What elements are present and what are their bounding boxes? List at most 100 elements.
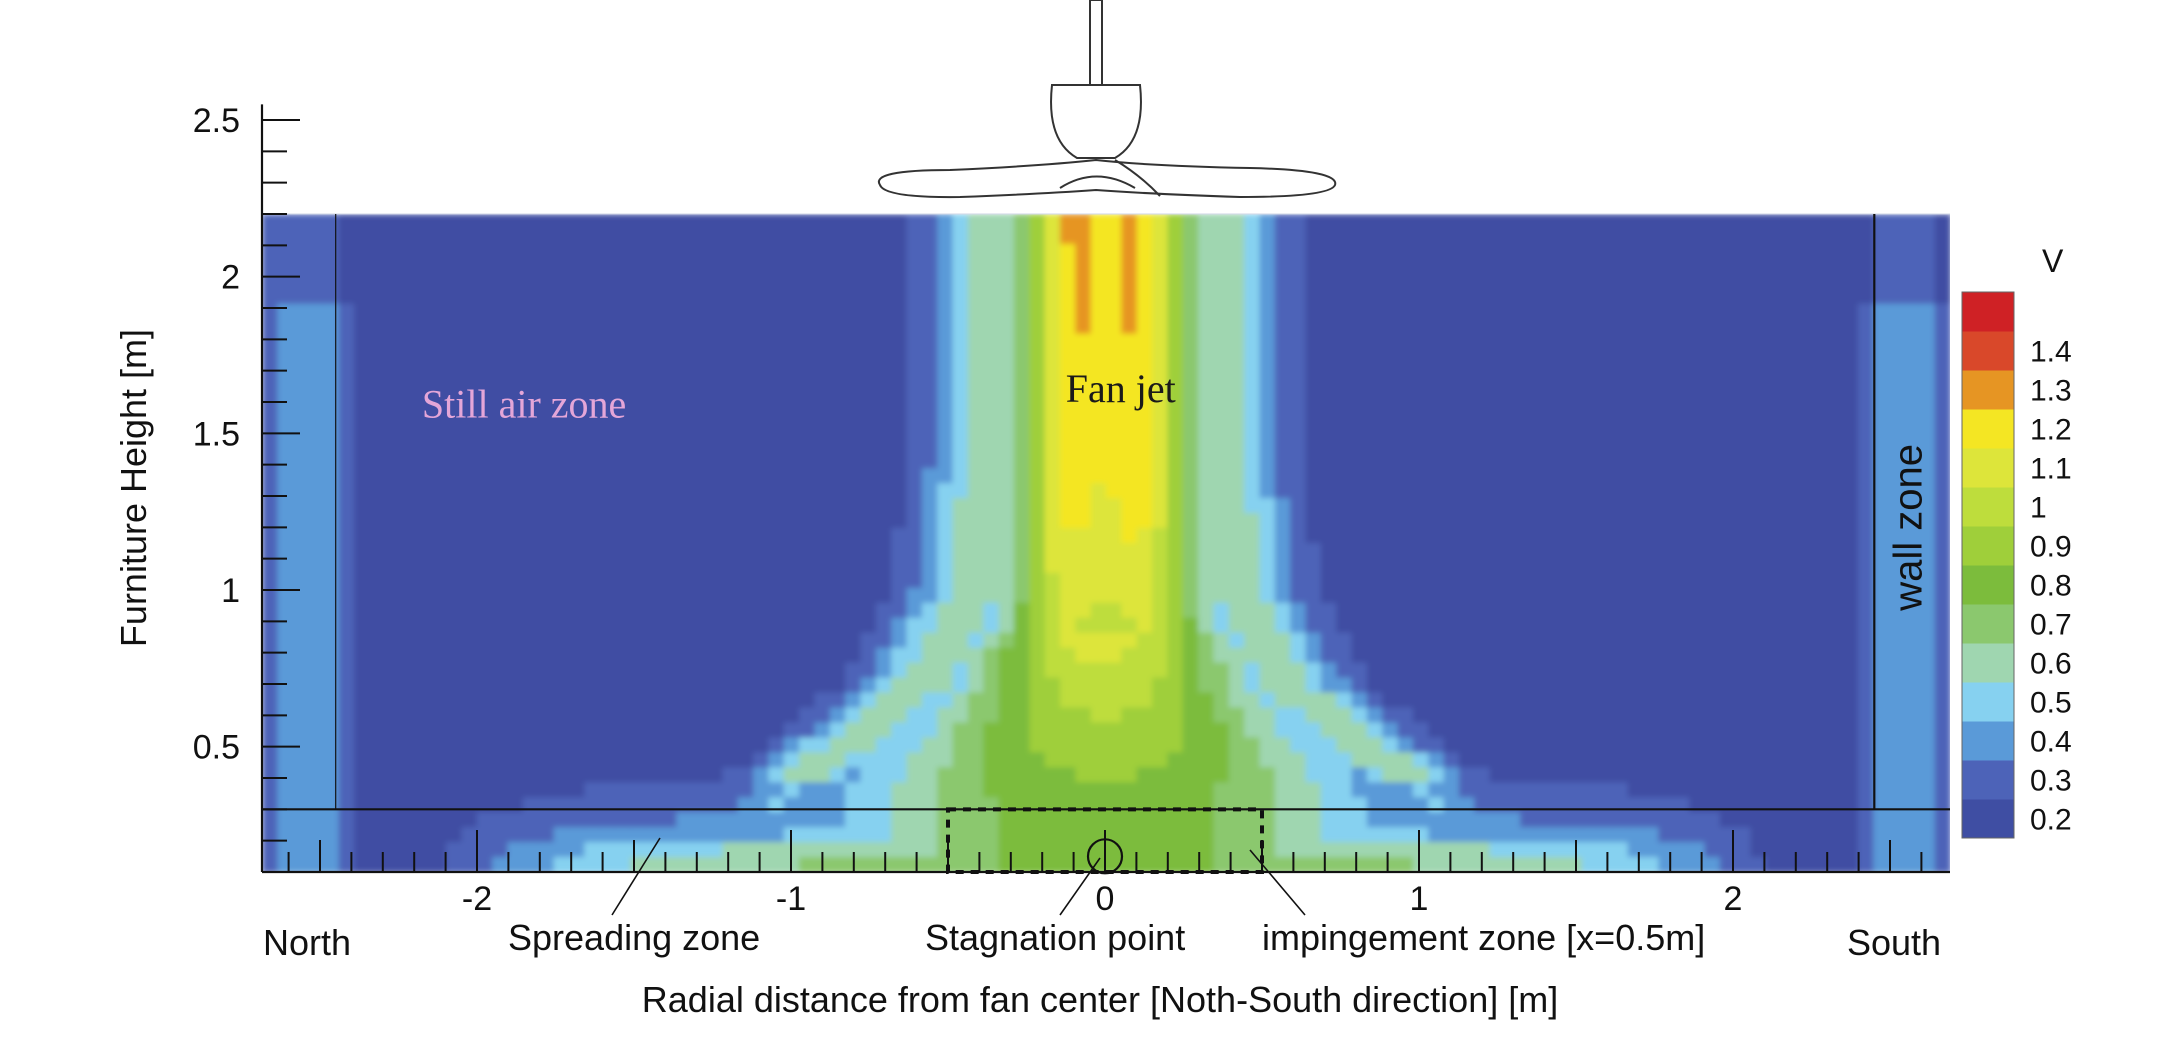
contour-cell [600, 438, 616, 454]
contour-cell [1260, 229, 1276, 245]
contour-cell [1674, 797, 1690, 813]
contour-cell [722, 678, 738, 694]
contour-cell [983, 244, 999, 260]
contour-cell [1428, 857, 1444, 873]
contour-cell [1674, 408, 1690, 424]
contour-cell [646, 797, 662, 813]
contour-cell [1398, 797, 1414, 813]
contour-cell [830, 498, 846, 514]
contour-cell [293, 842, 309, 858]
contour-cell [1720, 528, 1736, 544]
contour-cell [569, 723, 585, 739]
contour-cell [1812, 812, 1828, 828]
contour-cell [1428, 259, 1444, 275]
contour-cell [983, 812, 999, 828]
contour-cell [1352, 513, 1368, 529]
contour-cell [646, 633, 662, 649]
contour-cell [646, 438, 662, 454]
contour-cell [1766, 349, 1782, 365]
contour-cell [538, 483, 554, 499]
contour-cell [523, 558, 539, 574]
contour-cell [1612, 812, 1628, 828]
contour-cell [1520, 259, 1536, 275]
contour-cell [784, 708, 800, 724]
contour-cell [554, 334, 570, 350]
contour-cell [753, 289, 769, 305]
contour-cell [354, 633, 370, 649]
contour-cell [968, 319, 984, 335]
contour-cell [707, 274, 723, 290]
contour-cell [385, 229, 401, 245]
contour-cell [1382, 693, 1398, 709]
contour-cell [1474, 468, 1490, 484]
contour-cell [477, 752, 493, 768]
contour-cell [354, 723, 370, 739]
contour-cell [876, 782, 892, 798]
contour-cell [1520, 498, 1536, 514]
contour-cell [1873, 857, 1889, 873]
contour-cell [753, 827, 769, 843]
contour-cell [1751, 468, 1767, 484]
contour-cell [1121, 453, 1137, 469]
contour-cell [1781, 468, 1797, 484]
contour-cell [630, 259, 646, 275]
contour-cell [1428, 289, 1444, 305]
contour-cell [891, 319, 907, 335]
contour-cell [477, 229, 493, 245]
contour-cell [1459, 229, 1475, 245]
contour-cell [1582, 498, 1598, 514]
contour-cell [1689, 782, 1705, 798]
contour-cell [1198, 244, 1214, 260]
contour-cell [1735, 633, 1751, 649]
contour-cell [661, 394, 677, 410]
contour-cell [1352, 274, 1368, 290]
contour-cell [1674, 483, 1690, 499]
contour-cell [1674, 842, 1690, 858]
contour-cell [431, 708, 447, 724]
contour-cell [1766, 737, 1782, 753]
contour-cell [354, 797, 370, 813]
contour-cell [814, 319, 830, 335]
contour-cell [385, 797, 401, 813]
contour-cell [1935, 708, 1951, 724]
contour-cell [1536, 229, 1552, 245]
contour-cell [1444, 543, 1460, 559]
contour-cell [1551, 274, 1567, 290]
contour-cell [446, 603, 462, 619]
contour-cell [615, 438, 631, 454]
contour-cell [1935, 408, 1951, 424]
contour-cell [584, 289, 600, 305]
contour-cell [1152, 304, 1168, 320]
contour-cell [1612, 827, 1628, 843]
contour-cell [385, 483, 401, 499]
contour-cell [722, 453, 738, 469]
contour-cell [538, 528, 554, 544]
contour-cell [1751, 618, 1767, 634]
contour-cell [1167, 558, 1183, 574]
contour-cell [431, 438, 447, 454]
contour-cell [1520, 618, 1536, 634]
contour-cell [1935, 364, 1951, 380]
contour-cell [1643, 723, 1659, 739]
contour-cell [1520, 827, 1536, 843]
contour-cell [538, 708, 554, 724]
contour-cell [1275, 379, 1291, 395]
contour-cell [1658, 259, 1674, 275]
contour-cell [1152, 723, 1168, 739]
contour-cell [1751, 513, 1767, 529]
contour-cell [1306, 259, 1322, 275]
contour-cell [1858, 259, 1874, 275]
contour-cell [1014, 498, 1030, 514]
contour-cell [799, 379, 815, 395]
contour-cell [1398, 364, 1414, 380]
contour-cell [1045, 737, 1061, 753]
contour-cell [1474, 767, 1490, 783]
contour-cell [784, 663, 800, 679]
contour-cell [1505, 289, 1521, 305]
contour-cell [1137, 498, 1153, 514]
contour-cell [615, 453, 631, 469]
contour-cell [907, 752, 923, 768]
contour-cell [1935, 693, 1951, 709]
contour-cell [600, 319, 616, 335]
contour-cell [1459, 857, 1475, 873]
